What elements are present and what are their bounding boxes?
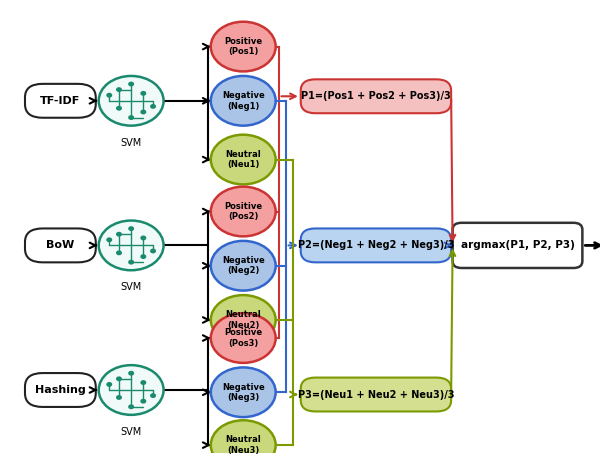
Text: Neutral
(Neu1): Neutral (Neu1) bbox=[226, 150, 261, 169]
Circle shape bbox=[117, 251, 121, 255]
Circle shape bbox=[211, 295, 275, 345]
Circle shape bbox=[141, 399, 146, 403]
Circle shape bbox=[107, 93, 112, 97]
FancyBboxPatch shape bbox=[25, 229, 96, 262]
Circle shape bbox=[151, 104, 155, 108]
FancyBboxPatch shape bbox=[301, 229, 451, 262]
FancyBboxPatch shape bbox=[301, 79, 451, 113]
Circle shape bbox=[129, 261, 133, 264]
Text: TF-IDF: TF-IDF bbox=[40, 96, 80, 106]
Text: BoW: BoW bbox=[46, 240, 74, 251]
Text: Negative
(Neg1): Negative (Neg1) bbox=[222, 91, 265, 110]
Circle shape bbox=[151, 394, 155, 398]
Text: Negative
(Neg3): Negative (Neg3) bbox=[222, 382, 265, 402]
Circle shape bbox=[129, 405, 133, 409]
Circle shape bbox=[99, 76, 164, 125]
FancyBboxPatch shape bbox=[301, 377, 451, 411]
Circle shape bbox=[117, 233, 121, 236]
Text: Neutral
(Neu2): Neutral (Neu2) bbox=[226, 310, 261, 330]
Circle shape bbox=[107, 238, 112, 241]
Text: Positive
(Pos2): Positive (Pos2) bbox=[224, 202, 262, 221]
Circle shape bbox=[141, 236, 146, 240]
Circle shape bbox=[211, 135, 275, 185]
Circle shape bbox=[129, 227, 133, 230]
FancyBboxPatch shape bbox=[25, 84, 96, 118]
Text: Neutral
(Neu3): Neutral (Neu3) bbox=[226, 436, 261, 455]
Circle shape bbox=[211, 241, 275, 290]
Circle shape bbox=[117, 377, 121, 381]
Text: SVM: SVM bbox=[121, 283, 142, 293]
Circle shape bbox=[211, 187, 275, 236]
FancyBboxPatch shape bbox=[452, 223, 583, 268]
Circle shape bbox=[129, 371, 133, 375]
Circle shape bbox=[211, 22, 275, 71]
Text: Positive
(Pos3): Positive (Pos3) bbox=[224, 328, 262, 348]
Text: SVM: SVM bbox=[121, 427, 142, 437]
Circle shape bbox=[107, 383, 112, 386]
Circle shape bbox=[151, 249, 155, 253]
Text: SVM: SVM bbox=[121, 138, 142, 148]
Circle shape bbox=[141, 110, 146, 114]
Text: P1=(Pos1 + Pos2 + Pos3)/3: P1=(Pos1 + Pos2 + Pos3)/3 bbox=[301, 91, 451, 101]
FancyBboxPatch shape bbox=[25, 373, 96, 407]
Text: argmax(P1, P2, P3): argmax(P1, P2, P3) bbox=[461, 240, 574, 251]
Circle shape bbox=[99, 365, 164, 415]
Circle shape bbox=[141, 381, 146, 384]
Circle shape bbox=[141, 92, 146, 95]
Circle shape bbox=[141, 255, 146, 258]
Circle shape bbox=[99, 221, 164, 270]
Circle shape bbox=[211, 367, 275, 417]
Circle shape bbox=[117, 107, 121, 110]
Text: Negative
(Neg2): Negative (Neg2) bbox=[222, 256, 265, 275]
Circle shape bbox=[129, 116, 133, 120]
Text: P3=(Neu1 + Neu2 + Neu3)/3: P3=(Neu1 + Neu2 + Neu3)/3 bbox=[298, 389, 454, 399]
Circle shape bbox=[211, 313, 275, 363]
Circle shape bbox=[129, 82, 133, 86]
Circle shape bbox=[211, 420, 275, 458]
Text: P2=(Neg1 + Neg2 + Neg3)/3: P2=(Neg1 + Neg2 + Neg3)/3 bbox=[298, 240, 454, 251]
Text: Hashing: Hashing bbox=[35, 385, 86, 395]
Circle shape bbox=[211, 76, 275, 125]
Circle shape bbox=[117, 88, 121, 91]
Text: Positive
(Pos1): Positive (Pos1) bbox=[224, 37, 262, 56]
Circle shape bbox=[117, 396, 121, 399]
